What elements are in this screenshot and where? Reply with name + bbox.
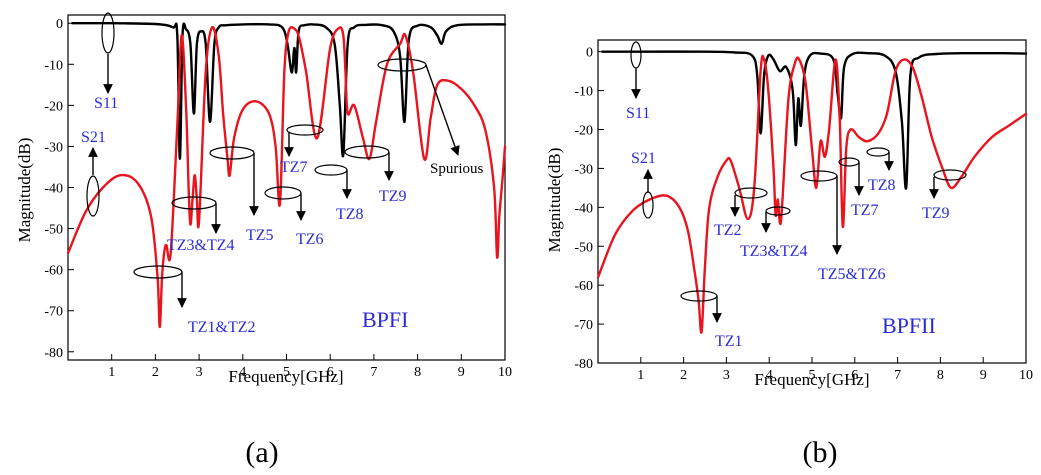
tz-marker-ellipse	[734, 187, 768, 199]
tz-marker-ellipse	[286, 124, 324, 136]
y-tick-label: -50	[44, 223, 63, 238]
annotation-label: S21	[631, 150, 656, 167]
y-tick-label: -60	[44, 264, 63, 279]
tz-marker-ellipse	[314, 164, 348, 176]
curves	[66, 21, 507, 329]
y-tick-label: -70	[574, 318, 593, 333]
s21-marker-ellipse	[642, 191, 654, 219]
annotation-label: TZ5&TZ6	[818, 266, 886, 283]
annotation-label: TZ7	[280, 159, 308, 176]
y-tick-label: -50	[574, 240, 593, 255]
x-tick-label: 3	[196, 365, 203, 380]
y-tick-label: -40	[44, 182, 63, 197]
y-tick-label: 0	[586, 46, 593, 61]
x-tick-label: 8	[414, 365, 421, 380]
annotation-label: TZ9	[379, 188, 407, 205]
annotation-label: S11	[94, 95, 118, 112]
chart-panel-b: 1 2 3 4 5 6 7 8 9 10 0 -10 -20 -30 -40 -50 -60 -70 -80 S11…	[545, 39, 1033, 469]
x-tick-label: 4	[766, 368, 773, 383]
y-axis-title: Magnitude(dB)	[545, 148, 564, 253]
tz-marker-ellipse	[264, 186, 302, 200]
annotations: S11 S21 TZ1 TZ2 TZ3&TZ4 TZ5&TZ6 TZ7	[626, 41, 967, 350]
x-tick-label: 4	[239, 365, 246, 380]
x-axis-title: Frequency[GHz]	[754, 370, 869, 389]
panel-label: (b)	[803, 436, 838, 469]
annotation-label: TZ9	[922, 205, 950, 222]
x-tick-label: 7	[894, 368, 901, 383]
x-tick-label: 9	[980, 368, 987, 383]
y-tick-label: -80	[574, 357, 593, 372]
x-tick-label: 3	[723, 368, 730, 383]
panel-label: (a)	[245, 436, 278, 469]
annotation-label: TZ8	[336, 206, 364, 223]
annotation-label: TZ5	[246, 227, 274, 244]
y-tick-label: -20	[44, 99, 63, 114]
annotation-label: S11	[626, 105, 650, 122]
series-line-s11	[601, 50, 1028, 190]
annotation-label: TZ1	[715, 333, 743, 350]
y-tick-label: -10	[574, 85, 593, 100]
y-axis-title: Magnitude(dB)	[15, 138, 34, 243]
s21-marker-ellipse	[86, 175, 100, 217]
annotation-label: TZ3&TZ4	[740, 243, 808, 260]
y-tick-label: -60	[574, 279, 593, 294]
curves	[596, 50, 1028, 334]
x-tick-label: 10	[498, 365, 512, 380]
annotation-label: Spurious	[430, 161, 484, 177]
x-tick-label: 2	[680, 368, 687, 383]
spurious-arrow	[425, 64, 460, 156]
y-tick-label: -40	[574, 201, 593, 216]
s11-marker-ellipse	[630, 41, 642, 69]
tz-marker-ellipse	[866, 147, 890, 157]
annotations: S11 S21 TZ1&TZ2 TZ3&TZ4 TZ5 TZ6 TZ7	[81, 12, 484, 336]
x-tick-label: 2	[152, 365, 159, 380]
tz-marker-ellipse	[933, 169, 967, 181]
annotation-label: S21	[81, 129, 106, 146]
annotation-label: TZ1&TZ2	[188, 319, 256, 336]
x-tick-label: 9	[458, 365, 465, 380]
x-tick-label: 1	[108, 365, 115, 380]
x-tick-label: 5	[283, 365, 290, 380]
y-tick-label: -30	[574, 162, 593, 177]
filter-name-label: BPFII	[882, 313, 936, 338]
series-line-s21	[596, 54, 1028, 334]
chart-panel-a: 1 2 3 4 5 6 7 8 9 10 0 -10 -20 -30 -40 -50 -60 -70 -80 S11…	[15, 12, 512, 469]
x-tick-label: 8	[937, 368, 944, 383]
tz-marker-ellipse	[171, 196, 217, 210]
annotation-label: TZ7	[851, 202, 879, 219]
s11-marker-ellipse	[101, 12, 115, 54]
y-tick-label: 0	[56, 17, 63, 32]
plot-frame	[597, 39, 1027, 364]
x-axis-title: Frequency[GHz]	[228, 367, 343, 386]
x-tick-label: 5	[809, 368, 816, 383]
x-tick-label: 7	[370, 365, 377, 380]
axis-ticks: 1 2 3 4 5 6 7 8 9 10 0 -10 -20 -30 -40 -50 -60 -70 -80	[574, 46, 1033, 383]
x-tick-label: 6	[851, 368, 858, 383]
x-tick-label: 1	[637, 368, 644, 383]
x-tick-label: 6	[327, 365, 334, 380]
axis-ticks: 1 2 3 4 5 6 7 8 9 10 0 -10 -20 -30 -40 -50 -60 -70 -80	[44, 17, 512, 380]
tz-marker-ellipse	[765, 206, 791, 216]
y-tick-label: -20	[574, 124, 593, 139]
y-tick-label: -70	[44, 305, 63, 320]
annotation-label: TZ3&TZ4	[167, 237, 235, 254]
filter-name-label: BPFI	[362, 307, 408, 332]
y-tick-label: -10	[44, 58, 63, 73]
series-line-s21	[66, 25, 507, 329]
y-tick-label: -30	[44, 140, 63, 155]
annotation-label: TZ6	[296, 231, 324, 248]
annotation-label: TZ8	[868, 177, 896, 194]
y-tick-label: -80	[44, 346, 63, 361]
x-tick-label: 10	[1019, 368, 1033, 383]
annotation-label: TZ2	[714, 222, 742, 239]
